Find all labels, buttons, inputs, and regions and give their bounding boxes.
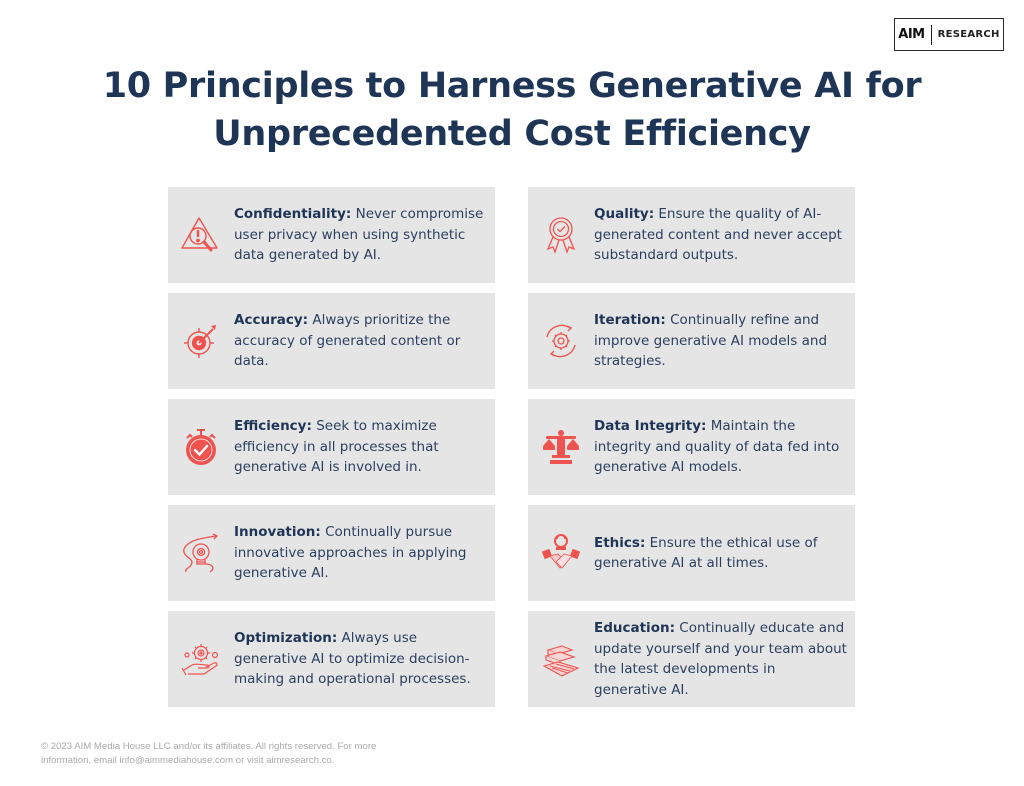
principle-name: Efficiency:: [234, 418, 312, 435]
title-line-1: 10 Principles to Harness Generative AI f…: [102, 66, 922, 106]
principle-card-optimization: Optimization: Always use generative AI t…: [168, 611, 495, 707]
principle-name: Iteration:: [594, 312, 666, 329]
principle-card-iteration: Iteration: Continually refine and improv…: [528, 293, 855, 389]
principle-desc: Always prioritize the accuracy of genera…: [234, 312, 461, 370]
principle-card-confidentiality: Confidentiality: Never compromise user p…: [168, 187, 495, 283]
principle-desc: Always use generative AI to optimize dec…: [234, 630, 471, 688]
gear-cycle-icon: [528, 320, 594, 362]
principle-desc: Continually educate and update yourself …: [594, 620, 847, 698]
principle-name: Innovation:: [234, 524, 321, 541]
logo-word: RESEARCH: [937, 29, 1000, 40]
lightbulb-gear-icon: [168, 532, 234, 574]
page-title: 10 Principles to Harness Generative AI f…: [0, 62, 1024, 158]
principle-name: Ethics:: [594, 534, 646, 551]
principle-desc: Continually refine and improve generativ…: [594, 312, 828, 370]
principle-name: Accuracy:: [234, 312, 309, 329]
principle-name: Confidentiality:: [234, 206, 352, 223]
principle-desc: Ensure the ethical use of generative AI …: [594, 534, 818, 572]
principle-text: Accuracy: Always prioritize the accuracy…: [234, 310, 495, 372]
aim-research-logo: AIM RESEARCH: [894, 18, 1004, 51]
books-icon: [528, 638, 594, 680]
principle-text: Innovation: Continually pursue innovativ…: [234, 522, 495, 584]
principle-card-quality: Quality: Ensure the quality of AI-genera…: [528, 187, 855, 283]
principle-desc: Seek to maximize efficiency in all proce…: [234, 418, 439, 476]
title-line-2: Unprecedented Cost Efficiency: [213, 114, 811, 154]
principle-text: Confidentiality: Never compromise user p…: [234, 204, 495, 266]
principle-text: Education: Continually educate and updat…: [594, 618, 855, 700]
award-ribbon-icon: [528, 214, 594, 256]
footer-line-2: information, email info@aimmediahouse.co…: [41, 755, 335, 766]
principle-name: Quality:: [594, 206, 655, 223]
principle-name: Education:: [594, 620, 675, 636]
principle-text: Quality: Ensure the quality of AI-genera…: [594, 204, 855, 266]
copyright-footer: © 2023 AIM Media House LLC and/or its af…: [41, 740, 441, 768]
principle-text: Data Integrity: Maintain the integrity a…: [594, 416, 855, 478]
principle-text: Efficiency: Seek to maximize efficiency …: [234, 416, 495, 478]
principle-text: Ethics: Ensure the ethical use of genera…: [594, 533, 855, 574]
principle-card-accuracy: Accuracy: Always prioritize the accuracy…: [168, 293, 495, 389]
principle-desc: Never compromise user privacy when using…: [234, 206, 484, 264]
hand-gear-icon: [168, 638, 234, 680]
principle-desc: Maintain the integrity and quality of da…: [594, 418, 840, 476]
footer-line-1: © 2023 AIM Media House LLC and/or its af…: [41, 741, 377, 752]
principle-card-ethics: Ethics: Ensure the ethical use of genera…: [528, 505, 855, 601]
principle-desc: Ensure the quality of AI-generated conte…: [594, 206, 842, 264]
target-icon: [168, 320, 234, 362]
principle-card-innovation: Innovation: Continually pursue innovativ…: [168, 505, 495, 601]
handshake-icon: [528, 532, 594, 574]
logo-divider: [930, 24, 932, 45]
stopwatch-check-icon: [168, 426, 234, 468]
principle-card-data-integrity: Data Integrity: Maintain the integrity a…: [528, 399, 855, 495]
principle-text: Iteration: Continually refine and improv…: [594, 310, 855, 372]
warning-search-icon: [168, 214, 234, 256]
principle-card-efficiency: Efficiency: Seek to maximize efficiency …: [168, 399, 495, 495]
principle-desc: Continually pursue innovative approaches…: [234, 524, 467, 582]
logo-mark: AIM: [898, 27, 925, 42]
principle-name: Optimization:: [234, 630, 338, 647]
principle-text: Optimization: Always use generative AI t…: [234, 628, 495, 690]
principle-name: Data Integrity:: [594, 418, 707, 435]
scales-icon: [528, 426, 594, 468]
principle-card-education: Education: Continually educate and updat…: [528, 611, 855, 707]
